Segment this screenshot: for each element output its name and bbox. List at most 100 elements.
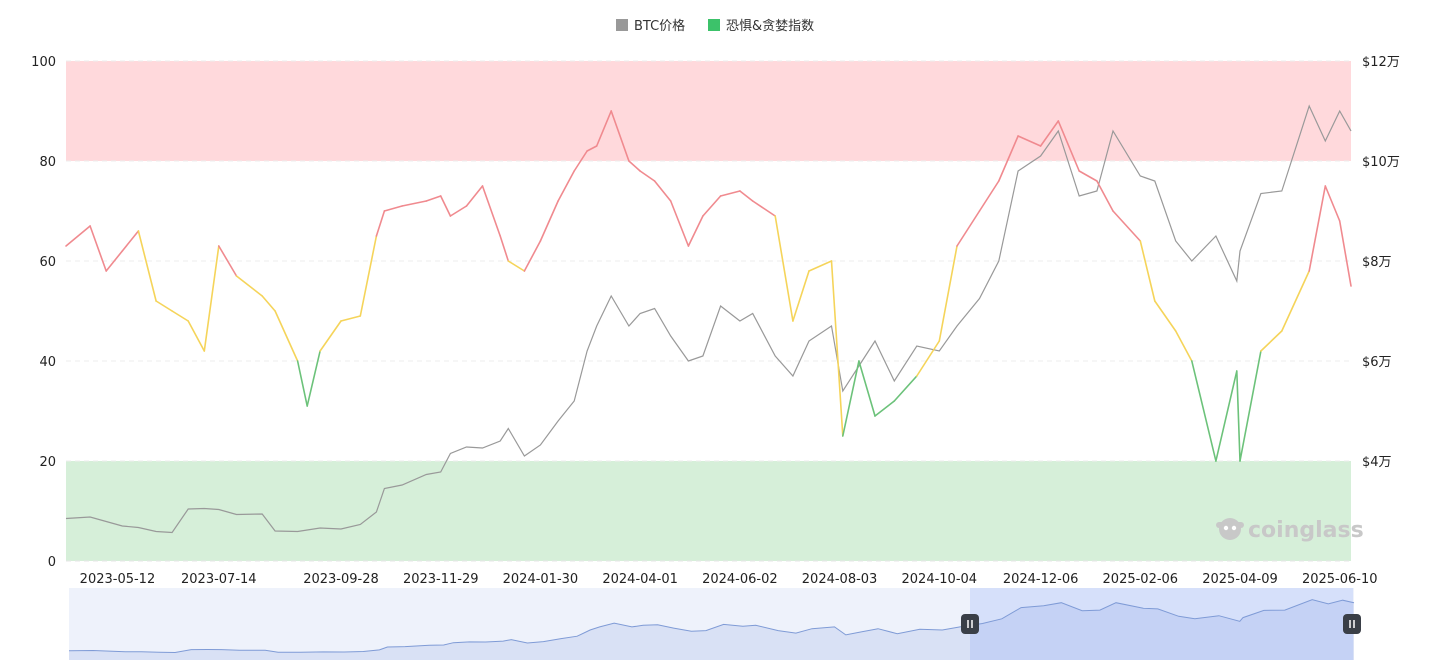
x-axis: 2023-05-12 2023-07-14 2023-09-28 2023-11-29… [80, 572, 1378, 587]
zones [66, 61, 1351, 561]
y-left-tick-label-1: 20 [39, 455, 56, 470]
fear-greed-segment [687, 215, 704, 247]
y-left-tick-label-3: 60 [39, 255, 56, 270]
x-tick-label-12: 2025-06-10 [1302, 572, 1378, 587]
fear-greed-segment [1017, 135, 1042, 147]
fear-greed-segment [439, 195, 452, 217]
fear-greed-segment [1112, 210, 1142, 242]
fear-greed-segment [915, 340, 941, 377]
fear-greed-segment [375, 210, 386, 237]
x-tick-label-4: 2024-01-30 [503, 572, 579, 587]
fear-greed-segment [121, 230, 140, 252]
fear-greed-segment [296, 360, 309, 407]
fear-greed-segment [1039, 120, 1060, 147]
zone-band-1 [66, 461, 1351, 561]
fear-greed-segment [774, 215, 794, 322]
x-tick-label-5: 2024-04-01 [602, 572, 678, 587]
x-tick-label-11: 2025-04-09 [1202, 572, 1278, 587]
series-fear-greed [65, 110, 1352, 462]
grid [66, 60, 1351, 562]
fear-greed-segment [858, 360, 876, 417]
navigator-selection[interactable] [970, 588, 1353, 660]
x-tick-label-6: 2024-06-02 [702, 572, 778, 587]
x-tick-label-7: 2024-08-03 [802, 572, 878, 587]
fear-greed-segment [105, 250, 124, 272]
fear-greed-segment [808, 260, 833, 272]
y-right-tick-label-1: $6万 [1362, 355, 1392, 370]
x-tick-label-3: 2023-11-29 [403, 572, 479, 587]
fear-greed-segment [739, 190, 754, 202]
legend-swatch-1[interactable] [708, 19, 720, 31]
fear-greed-segment [586, 145, 598, 152]
fear-greed-segment [203, 245, 220, 352]
fear-greed-segment [639, 170, 656, 182]
fear-greed-segment [539, 200, 559, 242]
fear-greed-segment [938, 245, 958, 342]
fear-greed-segment [340, 315, 362, 322]
legend: BTC价格 恐惧&贪婪指数 [616, 18, 814, 34]
fear-greed-segment [573, 150, 588, 172]
y-left-tick-label-2: 40 [39, 355, 56, 370]
legend-label-0[interactable]: BTC价格 [634, 18, 685, 34]
btc-price-line [65, 104, 1352, 534]
y-right-tick-label-2: $8万 [1362, 255, 1392, 270]
fear-greed-segment [1139, 240, 1156, 302]
fear-greed-segment [499, 235, 510, 262]
fear-greed-segment [274, 310, 299, 362]
x-tick-label-9: 2024-12-06 [1003, 572, 1079, 587]
fear-greed-segment [1174, 330, 1193, 362]
y-left-tick-label-5: 100 [31, 55, 56, 70]
fear-greed-segment [669, 200, 690, 247]
coinglass-logo-icon [1216, 518, 1244, 540]
fear-greed-segment [401, 200, 428, 207]
fear-greed-segment [1324, 185, 1341, 222]
y-right-tick-label-4: $12万 [1362, 55, 1400, 70]
fear-greed-segment [1057, 120, 1080, 172]
legend-label-1[interactable]: 恐惧&贪婪指数 [726, 18, 814, 34]
y-left-tick-label-0: 0 [48, 555, 56, 570]
series-btc-price [65, 104, 1352, 534]
x-tick-label-0: 2023-05-12 [80, 572, 156, 587]
navigator-handle-left[interactable] [961, 614, 979, 634]
x-tick-label-1: 2023-07-14 [181, 572, 257, 587]
fear-greed-segment [261, 295, 276, 312]
fear-greed-segment [155, 300, 173, 312]
fear-greed-segment [792, 270, 810, 322]
fear-greed-segment [65, 225, 91, 247]
fear-greed-segment [235, 275, 264, 297]
fear-greed-segment [628, 160, 641, 172]
y-right-tick-label-3: $10万 [1362, 155, 1400, 170]
x-tick-label-10: 2025-02-06 [1103, 572, 1179, 587]
fear-greed-segment [719, 190, 741, 197]
fear-greed-segment [595, 110, 613, 147]
fear-greed-segment [1308, 185, 1327, 272]
fear-greed-segment [171, 310, 189, 322]
fear-greed-segment [610, 110, 630, 162]
fear-greed-segment [874, 400, 896, 417]
fear-greed-segment [137, 230, 157, 302]
x-tick-label-2: 2023-09-28 [303, 572, 379, 587]
fear-greed-segment [481, 185, 502, 237]
fear-greed-segment [557, 170, 576, 202]
fear-greed-segment [507, 260, 526, 272]
fear-greed-segment [1096, 180, 1114, 212]
range-navigator[interactable] [68, 588, 1361, 660]
fear-greed-segment [449, 205, 468, 217]
y-left-tick-label-4: 80 [39, 155, 56, 170]
fear-greed-segment [1260, 330, 1283, 352]
x-tick-label-8: 2024-10-04 [902, 572, 978, 587]
coinglass-logo-text: coinglass [1248, 518, 1364, 543]
y-axis-right: $4万 $6万 $8万 $10万 $12万 [1362, 55, 1400, 470]
navigator-area [69, 599, 1354, 660]
navigator-handle-right[interactable] [1343, 614, 1361, 634]
y-right-tick-label-0: $4万 [1362, 455, 1392, 470]
fear-greed-segment [1078, 170, 1098, 182]
legend-swatch-0[interactable] [616, 19, 628, 31]
fear-greed-segment [306, 350, 321, 407]
fear-greed-segment [359, 235, 378, 317]
fear-greed-segment [841, 360, 860, 437]
zone-band-0 [66, 61, 1351, 161]
fear-greed-segment [425, 195, 442, 202]
